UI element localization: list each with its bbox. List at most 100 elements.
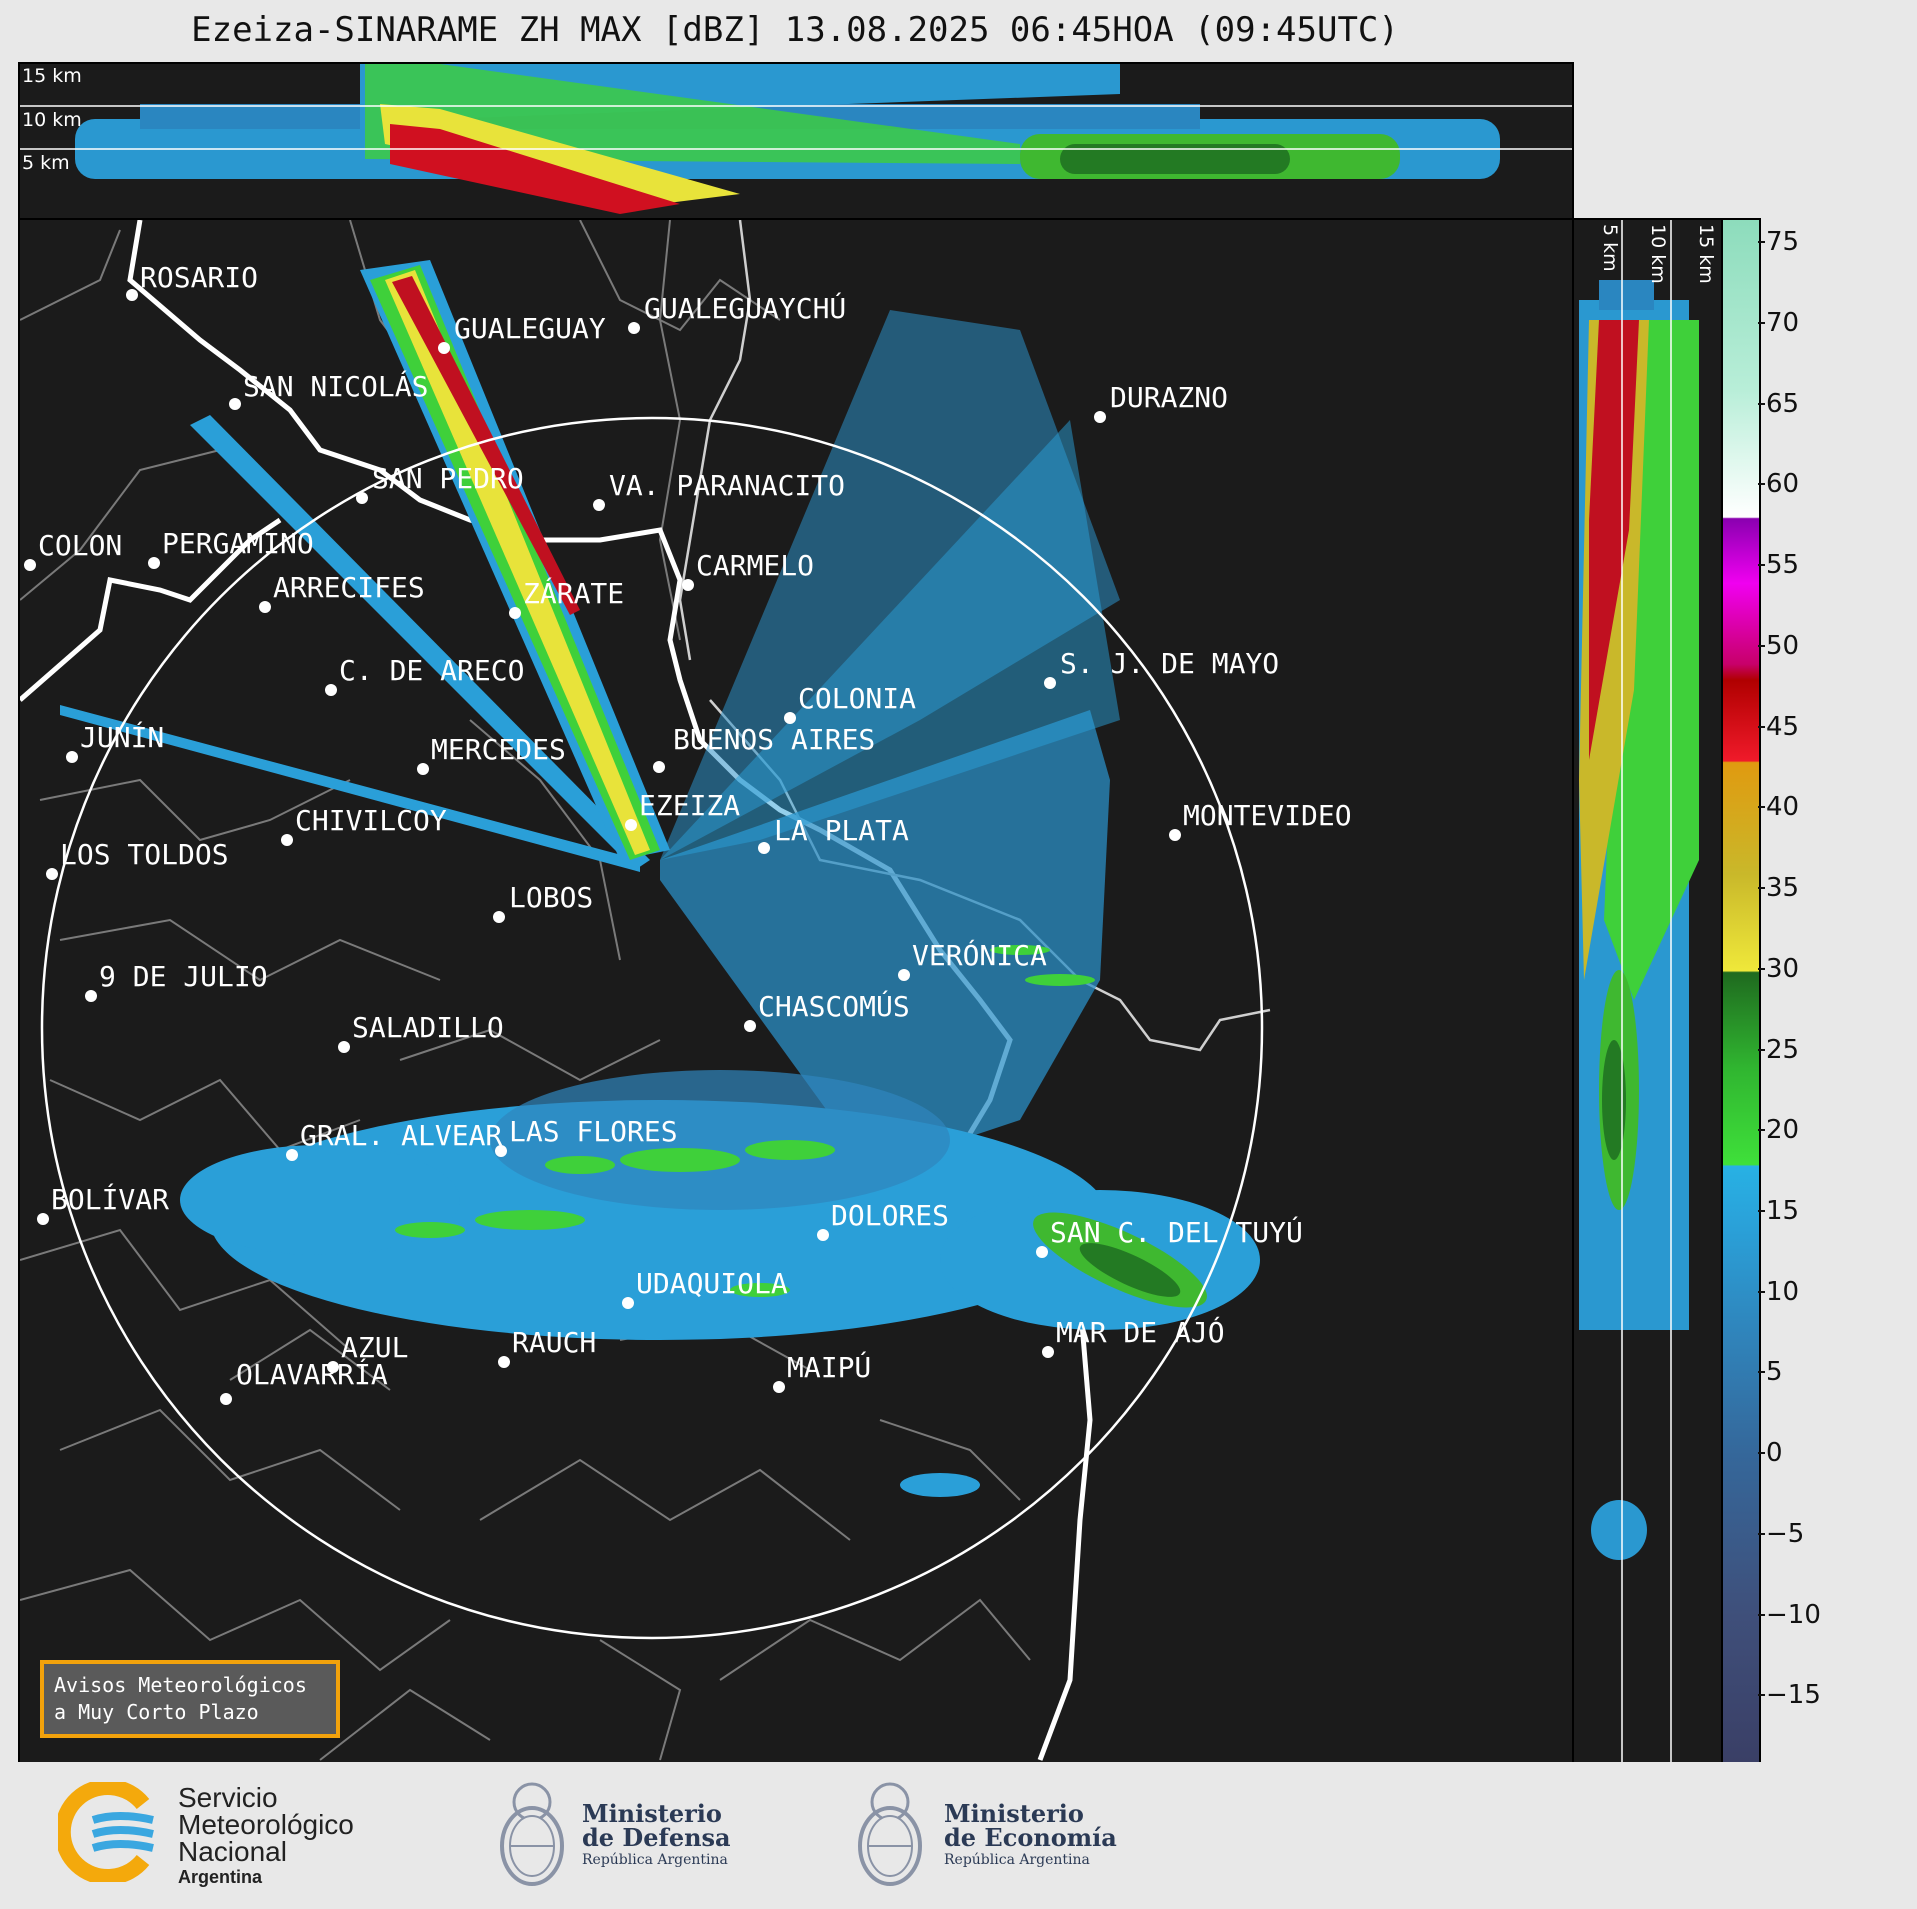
city-marker [281,834,293,846]
city-marker [438,342,450,354]
city-marker [898,969,910,981]
city-label: SAN NICOLÁS [243,369,428,403]
colorbar-tick-label: 60 [1766,469,1800,500]
city-label: CARMELO [696,549,814,582]
smn-logo-icon [58,1782,154,1882]
range-ring [40,416,1264,1640]
side-alt-label-5km: 5 km [1599,224,1621,272]
side-alt-label-15km: 15 km [1695,224,1717,284]
city-label: OLAVARRÍA [236,1357,388,1391]
side-echo-upper [1599,280,1654,310]
side-echo-green-low-core [1602,1040,1626,1160]
colorbar-tick-label: 55 [1766,550,1800,581]
economia-line-3: República Argentina [944,1852,1090,1868]
echo-south-scatter [900,1473,980,1497]
city-label: MONTEVIDEO [1183,799,1352,832]
warning-line-2: a Muy Corto Plazo [54,1700,259,1724]
city-marker [653,761,665,773]
echo-red-core [390,124,680,214]
echo-green-7 [745,1140,835,1160]
smn-line-4: Argentina [178,1867,263,1887]
top-alt-label-5km: 5 km [22,152,70,174]
city-label: VERÓNICA [912,938,1047,972]
city-marker [625,819,637,831]
colorbar-tick-label: 30 [1766,953,1800,984]
city-marker [220,1393,232,1405]
colorbar-tick-mark [1758,1048,1765,1051]
colorbar-tick-label: 5 [1766,1357,1783,1388]
city-label: ROSARIO [140,261,258,294]
colorbar-tick-label: −10 [1766,1599,1821,1630]
colorbar-tick-mark [1758,241,1765,244]
colorbar-tick-mark [1758,402,1765,405]
warning-box: Avisos Meteorológicos a Muy Corto Plazo [40,1660,340,1738]
city-marker [85,990,97,1002]
city-marker [758,842,770,854]
city-label: SAN C. DEL TUYÚ [1050,1215,1303,1249]
echo-spokes-north [660,310,1120,860]
echo-spike-yellow [385,270,650,855]
city-marker [509,607,521,619]
economia-line-1: Ministerio [944,1799,1084,1828]
colorbar-tick-label: 45 [1766,711,1800,742]
city-marker [259,601,271,613]
city-marker [498,1356,510,1368]
city-marker [229,398,241,410]
city-marker [495,1145,507,1157]
city-label: BOLÍVAR [51,1182,169,1216]
radar-echoes [60,260,1260,1497]
city-marker [744,1020,756,1032]
city-marker [1094,411,1106,423]
economia-line-2: de Economía [944,1823,1117,1852]
colorbar-tick-label: 35 [1766,873,1800,904]
city-label: GRAL. ALVEAR [300,1119,502,1152]
colorbar-tick-mark [1758,967,1765,970]
city-label: MAR DE AJÓ [1056,1315,1225,1349]
city-label: UDAQUIOLA [636,1267,788,1300]
city-label: CHIVILCOY [295,804,447,837]
city-label: MERCEDES [431,733,566,766]
city-marker [817,1229,829,1241]
city-label: LOS TOLDOS [60,838,229,871]
city-label: DOLORES [831,1199,949,1232]
top-alt-label-10km: 10 km [22,109,82,131]
colorbar-tick-mark [1758,725,1765,728]
colorbar-tick-mark [1758,1452,1765,1455]
city-label: COLONIA [798,682,916,715]
national-seal-icon [858,1782,922,1886]
city-marker [66,751,78,763]
colorbar-tick-label: −5 [1766,1518,1805,1549]
side-echo-bottom [1591,1500,1647,1560]
colorbar-tick-mark [1758,644,1765,647]
echo-yellow-band [380,104,740,204]
city-marker [622,1297,634,1309]
colorbar-tick-label: −15 [1766,1680,1821,1711]
top-alt-label-15km: 15 km [22,65,82,87]
echo-green-9 [1025,974,1095,986]
smn-line-3: Nacional [178,1836,287,1867]
city-marker [126,289,138,301]
city-marker [24,559,36,571]
echo-green-east-core [1060,144,1290,174]
city-marker [1036,1246,1048,1258]
city-label: JUNÍN [80,720,164,754]
city-label: GUALEGUAY [454,312,606,345]
city-marker [784,712,796,724]
city-marker [1042,1346,1054,1358]
colorbar-tick-label: 50 [1766,630,1800,661]
colorbar-tick-label: 0 [1766,1438,1783,1469]
echo-south-band-left [180,1145,460,1255]
city-marker [682,579,694,591]
echo-south-inner [490,1070,950,1210]
city-label: S. J. DE MAYO [1060,647,1279,680]
city-label: DURAZNO [1110,381,1228,414]
city-marker [37,1213,49,1225]
defensa-line-3: República Argentina [582,1852,728,1868]
colorbar-tick-label: 65 [1766,388,1800,419]
city-label: ZÁRATE [523,576,624,610]
colorbar-tick-mark [1758,1532,1765,1535]
colorbar-tick-mark [1758,564,1765,567]
colorbar-tick-label: 40 [1766,792,1800,823]
colorbar-tick-mark [1758,321,1765,324]
city-label: CHASCOMÚS [758,989,910,1023]
